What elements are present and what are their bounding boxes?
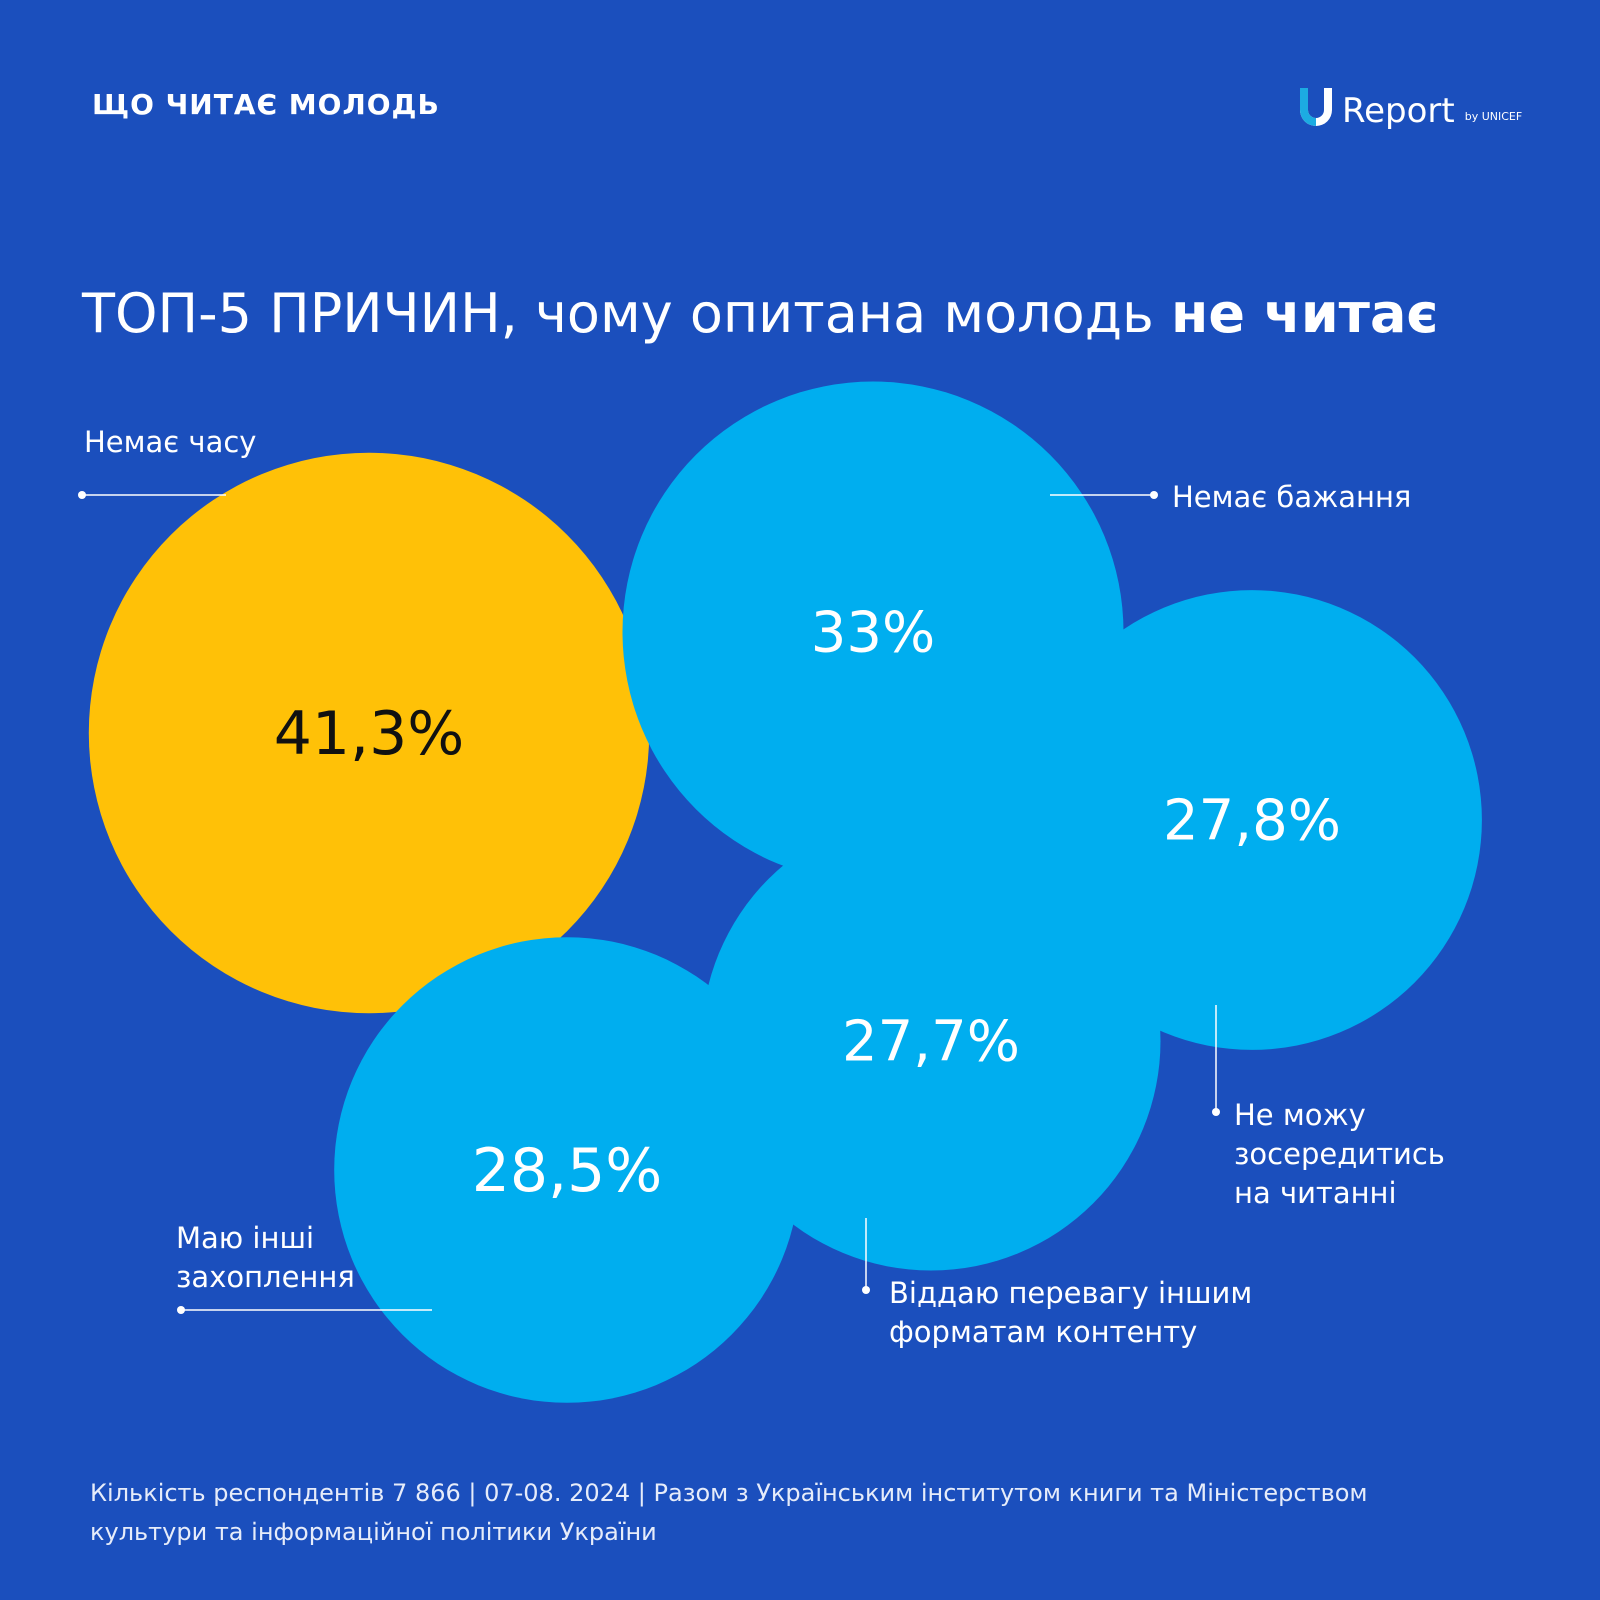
category-label-5-line-1: Маю інші xyxy=(176,1221,314,1255)
category-label-1-line-1: Немає часу xyxy=(84,425,256,459)
leader-dot-1 xyxy=(78,491,86,499)
ureport-u-icon xyxy=(1300,88,1332,126)
leader-dot-4 xyxy=(862,1286,870,1294)
bubble-4 xyxy=(701,811,1161,1271)
chart-title: ТОП-5 ПРИЧИН, чому опитана молодь не чит… xyxy=(82,282,1438,345)
title-bold: не читає xyxy=(1171,282,1439,345)
logo-byline: by UNICEF xyxy=(1464,110,1523,123)
category-label-3-line-2: зосередитись xyxy=(1234,1137,1445,1171)
footer-line-1: Кількість респондентів 7 866 | 07-08. 20… xyxy=(90,1479,1368,1507)
bubble-value-label-4: 27,7% xyxy=(842,1010,1020,1075)
category-label-3-line-3: на читанні xyxy=(1234,1176,1397,1210)
leader-dot-3 xyxy=(1212,1108,1220,1116)
logo-wordmark: Report xyxy=(1342,91,1455,131)
bubble-2 xyxy=(622,381,1124,883)
bubble-value-label-5: 28,5% xyxy=(472,1136,663,1206)
bubble-1 xyxy=(88,452,650,1014)
category-label-4-line-1: Віддаю перевагу іншим xyxy=(889,1276,1252,1310)
bubble-value-label-2: 33% xyxy=(811,601,935,666)
bubble-value-label-3: 27,8% xyxy=(1163,789,1341,854)
ureport-logo: Report by UNICEF xyxy=(1296,86,1522,128)
bubble-value-label-1: 41,3% xyxy=(274,699,465,769)
bubble-3 xyxy=(1022,590,1482,1050)
leader-dot-5 xyxy=(177,1306,185,1314)
title-regular: ТОП-5 ПРИЧИН, чому опитана молодь xyxy=(82,282,1172,345)
footer-note: Кількість респондентів 7 866 | 07-08. 20… xyxy=(90,1474,1510,1552)
category-label-5-line-2: захоплення xyxy=(176,1260,355,1294)
bubble-5 xyxy=(334,937,800,1403)
category-label-2-line-1: Немає бажання xyxy=(1172,480,1411,514)
category-label-4-line-2: форматам контенту xyxy=(889,1315,1197,1349)
category-label-3-line-1: Не можу xyxy=(1234,1098,1366,1132)
leader-dot-2 xyxy=(1150,491,1158,499)
header-tag: ЩО ЧИТАЄ МОЛОДЬ xyxy=(92,88,440,121)
footer-line-2: культури та інформаційної політики Украї… xyxy=(90,1518,657,1546)
